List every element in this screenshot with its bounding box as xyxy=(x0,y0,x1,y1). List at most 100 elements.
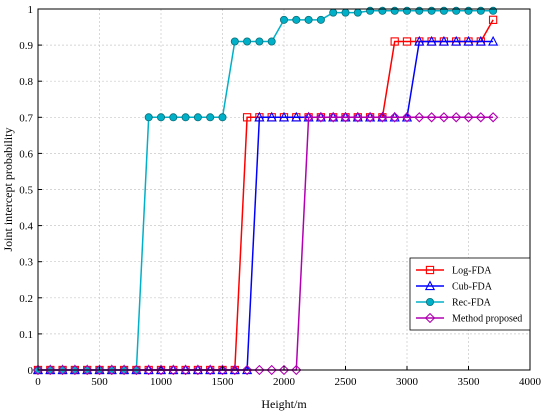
data-point-rec-fda xyxy=(206,113,215,122)
data-point-method-proposed xyxy=(94,364,105,376)
data-point-method-proposed xyxy=(241,364,253,376)
data-point-method-proposed xyxy=(377,112,388,123)
data-point-method-proposed xyxy=(82,364,93,376)
y-tick-label: 0.2 xyxy=(19,293,33,305)
data-point-method-proposed xyxy=(180,364,191,376)
data-point-cub-fda xyxy=(254,111,265,122)
data-point-method-proposed xyxy=(205,364,216,376)
x-tick-label: 500 xyxy=(91,376,108,388)
data-point-rec-fda xyxy=(341,8,350,17)
data-point-method-proposed xyxy=(57,364,68,376)
data-point-rec-fda xyxy=(464,6,473,15)
data-point-method-proposed xyxy=(438,112,450,123)
y-tick-label: 0.7 xyxy=(19,112,33,124)
data-point-rec-fda xyxy=(267,37,276,46)
data-point-rec-fda xyxy=(476,6,485,15)
y-tick-label: 0.5 xyxy=(19,185,33,197)
legend-label-method-proposed: Method proposed xyxy=(452,314,522,325)
data-point-rec-fda xyxy=(292,15,301,24)
data-point-method-proposed xyxy=(315,112,327,123)
data-point-method-proposed xyxy=(328,112,339,123)
data-point-method-proposed xyxy=(291,364,302,376)
data-point-rec-fda xyxy=(316,15,325,24)
data-point-rec-fda xyxy=(489,6,498,15)
data-point-method-proposed xyxy=(426,112,437,123)
y-tick-label: 0.8 xyxy=(19,76,33,88)
data-point-rec-fda xyxy=(329,8,338,17)
x-tick-label: 4000 xyxy=(519,376,542,388)
data-point-rec-fda xyxy=(366,6,375,15)
x-tick-label: 3500 xyxy=(458,376,481,388)
y-tick-label: 0.4 xyxy=(19,221,33,233)
legend: Log-FDA Cub-FDA Rec-FDA Method proposed xyxy=(409,257,531,331)
y-tick-label: 0.3 xyxy=(19,257,33,269)
data-point-cub-fda xyxy=(487,35,499,46)
data-point-method-proposed xyxy=(45,364,56,376)
data-point-rec-fda xyxy=(415,6,424,15)
data-point-method-proposed xyxy=(143,364,154,376)
data-point-log-fda xyxy=(242,113,252,122)
x-tick-label: 2000 xyxy=(273,376,296,388)
x-tick-label: 1500 xyxy=(212,376,235,388)
data-point-rec-fda xyxy=(427,6,436,15)
legend-marker-method-proposed xyxy=(424,312,436,324)
legend-marker-cub-fda xyxy=(424,280,436,291)
data-point-rec-fda xyxy=(304,15,313,24)
data-point-rec-fda xyxy=(390,6,399,15)
data-point-method-proposed xyxy=(69,364,81,376)
data-point-rec-fda xyxy=(255,37,264,46)
data-point-rec-fda xyxy=(218,113,227,122)
axis-ticks: 0 500 1000 1500 2000 2500 3000 3500 4000 0 0.1 0.2 0… xyxy=(19,4,541,388)
data-point-method-proposed xyxy=(131,364,142,376)
legend-label-cub-fda: Cub-FDA xyxy=(452,282,493,293)
data-point-method-proposed xyxy=(451,112,462,123)
data-point-method-proposed xyxy=(229,364,240,376)
y-tick-label: 0.1 xyxy=(19,329,33,341)
data-point-method-proposed xyxy=(254,364,265,376)
data-point-log-fda xyxy=(488,15,498,24)
data-point-log-fda xyxy=(390,37,399,46)
data-point-cub-fda xyxy=(426,35,437,46)
data-point-log-fda xyxy=(402,37,412,46)
data-point-method-proposed xyxy=(32,364,44,376)
y-tick-label: 1 xyxy=(28,4,34,16)
y-tick-label: 0 xyxy=(28,365,34,377)
data-point-rec-fda xyxy=(230,37,239,46)
data-point-method-proposed xyxy=(364,112,376,123)
data-point-rec-fda xyxy=(353,8,362,17)
legend-marker-rec-fda xyxy=(425,297,434,306)
y-tick-label: 0.9 xyxy=(19,40,33,52)
data-point-method-proposed xyxy=(118,364,130,376)
data-point-method-proposed xyxy=(303,112,314,123)
data-point-method-proposed xyxy=(155,364,167,376)
data-point-method-proposed xyxy=(266,364,277,376)
data-point-method-proposed xyxy=(352,112,363,123)
data-point-rec-fda xyxy=(279,15,288,24)
data-point-method-proposed xyxy=(414,112,425,123)
data-point-cub-fda xyxy=(451,35,462,46)
legend-marker-log-fda xyxy=(425,265,435,275)
data-point-rec-fda xyxy=(378,6,387,15)
data-point-method-proposed xyxy=(401,112,413,123)
x-tick-label: 0 xyxy=(35,376,41,388)
data-point-method-proposed xyxy=(278,364,290,376)
x-tick-label: 1000 xyxy=(150,376,173,388)
data-point-rec-fda xyxy=(156,113,165,122)
data-point-cub-fda xyxy=(266,111,277,122)
data-point-method-proposed xyxy=(217,364,228,376)
data-point-cub-fda xyxy=(278,111,290,122)
data-point-rec-fda xyxy=(452,6,461,15)
legend-label-rec-fda: Rec-FDA xyxy=(452,298,492,309)
y-tick-label: 0.6 xyxy=(19,148,33,160)
data-point-rec-fda xyxy=(243,37,252,46)
data-point-method-proposed xyxy=(106,364,117,376)
data-point-method-proposed xyxy=(487,112,499,123)
data-point-rec-fda xyxy=(144,113,153,122)
x-tick-label: 2500 xyxy=(335,376,358,388)
data-point-cub-fda xyxy=(438,35,450,46)
data-point-cub-fda xyxy=(414,35,425,46)
data-point-rec-fda xyxy=(439,6,448,15)
data-point-rec-fda xyxy=(193,113,202,122)
